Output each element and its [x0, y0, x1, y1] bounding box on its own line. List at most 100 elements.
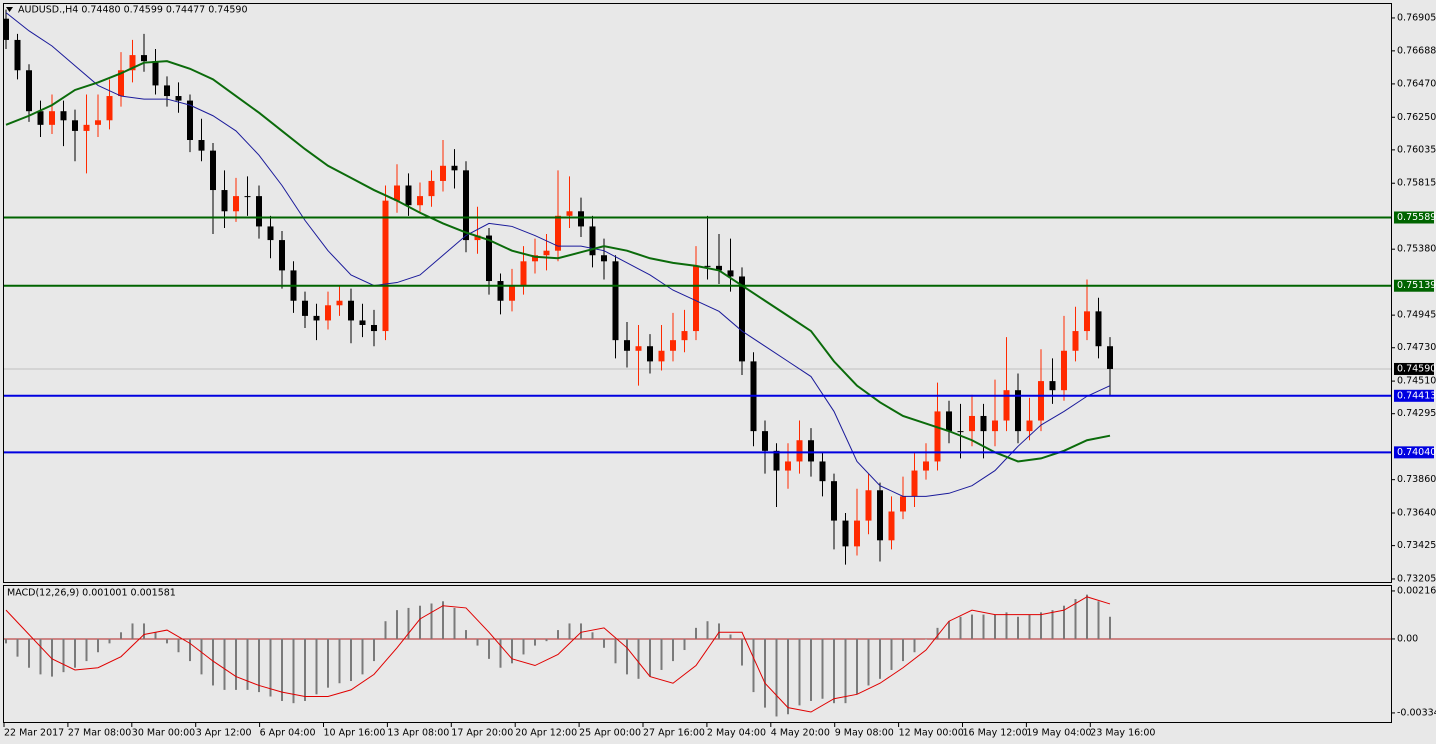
- macd-bar: [741, 638, 743, 666]
- macd-bar: [499, 638, 502, 668]
- candle-body: [785, 461, 791, 471]
- candle-body: [612, 261, 619, 341]
- macd-bar: [281, 638, 283, 701]
- macd-bar: [16, 638, 19, 657]
- candle-body: [313, 315, 320, 321]
- macd-bar: [913, 638, 916, 653]
- indicator-panel: [3, 585, 1392, 723]
- level-label-box: [1394, 211, 1434, 224]
- macd-bar: [143, 623, 145, 639]
- macd-bar: [695, 627, 697, 639]
- candle-body: [175, 96, 182, 101]
- x-tick-label: 16 May 12:00: [963, 728, 1028, 739]
- candle-body: [198, 140, 205, 151]
- macd-bar: [131, 623, 134, 639]
- macd-bar: [959, 616, 962, 639]
- y-tick-label: 0.74510: [1397, 376, 1436, 387]
- y-tick-label: 0.002167: [1397, 585, 1436, 596]
- x-tick-label: 9 May 08:00: [835, 728, 894, 739]
- macd-bar: [660, 638, 663, 670]
- candle-body: [187, 100, 193, 141]
- candle-body: [543, 250, 550, 256]
- macd-bar: [361, 638, 364, 675]
- macd-bar: [304, 638, 306, 701]
- x-tick-label: 27 Apr 16:00: [643, 728, 705, 739]
- candle-body: [141, 55, 147, 62]
- macd-bar: [764, 638, 766, 708]
- macd-bar: [810, 638, 812, 701]
- macd-bar: [844, 638, 847, 704]
- level-label-box: [1394, 446, 1434, 459]
- macd-bar: [925, 638, 927, 640]
- candle-body: [520, 261, 527, 286]
- candle-body: [394, 185, 400, 201]
- x-tick-label: 20 Apr 12:00: [515, 728, 577, 739]
- candle-body: [3, 18, 9, 40]
- x-tick-label: 4 May 20:00: [771, 728, 830, 739]
- macd-bar: [798, 638, 801, 706]
- y-tick-label: 0.76470: [1397, 78, 1436, 89]
- candle-body: [382, 200, 389, 332]
- macd-bar: [568, 623, 571, 639]
- macd-bar: [476, 638, 479, 646]
- candle-body: [371, 324, 377, 332]
- candle-body: [658, 350, 665, 362]
- macd-bar: [51, 638, 53, 677]
- chart-title: AUDUSD.,H4 0.74480 0.74599 0.74477 0.745…: [18, 5, 248, 16]
- x-tick-label: 19 May 04:00: [1026, 728, 1091, 739]
- y-tick-label: 0.74295: [1397, 408, 1436, 419]
- candle-body: [578, 211, 584, 227]
- candle-body: [635, 346, 642, 351]
- candle-body: [762, 431, 768, 451]
- candle-body: [244, 196, 251, 198]
- macd-bar: [74, 638, 76, 668]
- macd-bar: [1028, 614, 1031, 639]
- candle-body: [497, 281, 504, 301]
- macd-bar: [1040, 612, 1042, 639]
- macd-bar: [212, 638, 214, 686]
- candle-body: [716, 265, 722, 271]
- macd-bar: [350, 638, 352, 682]
- x-tick-label: 6 Apr 04:00: [260, 728, 316, 739]
- candle-body: [992, 420, 998, 432]
- candle-body: [348, 300, 354, 321]
- macd-bar: [775, 638, 778, 717]
- macd-bar: [672, 638, 674, 662]
- macd-bar: [614, 638, 617, 664]
- macd-bar: [1063, 605, 1065, 639]
- y-tick-label: 0.75815: [1397, 178, 1436, 189]
- candle-body: [474, 235, 481, 241]
- macd-bar: [890, 638, 893, 670]
- candle-body: [440, 165, 446, 181]
- candle-body: [969, 415, 975, 432]
- candle-body: [267, 226, 274, 241]
- macd-bar: [867, 638, 870, 686]
- macd-bar: [522, 638, 525, 655]
- macd-bar: [419, 605, 421, 639]
- level-label-box: [1394, 389, 1434, 402]
- macd-bar: [603, 638, 605, 648]
- x-tick-label: 25 Apr 00:00: [579, 728, 641, 739]
- macd-bar: [396, 610, 398, 639]
- macd-bar: [177, 638, 180, 653]
- candle-body: [923, 461, 929, 471]
- macd-bar: [85, 638, 88, 662]
- x-tick-label: 17 Apr 20:00: [451, 728, 513, 739]
- macd-bar: [5, 638, 7, 644]
- candle-body: [888, 511, 895, 541]
- macd-bar: [235, 638, 237, 690]
- candle-body: [428, 180, 435, 197]
- candle-body: [900, 496, 906, 512]
- macd-bar: [315, 638, 318, 695]
- macd-bar: [246, 638, 249, 690]
- moving-average: [5, 12, 1111, 497]
- candle-body: [842, 520, 849, 547]
- indicator-title: MACD(12,26,9) 0.001001 0.001581: [7, 588, 176, 599]
- candle-body: [796, 440, 803, 462]
- candle-body: [359, 320, 366, 325]
- candle-body: [808, 440, 814, 462]
- candle-body: [95, 120, 101, 125]
- macd-bar: [982, 614, 985, 639]
- macd-bar: [706, 621, 709, 639]
- y-tick-label: 0.74730: [1397, 342, 1436, 353]
